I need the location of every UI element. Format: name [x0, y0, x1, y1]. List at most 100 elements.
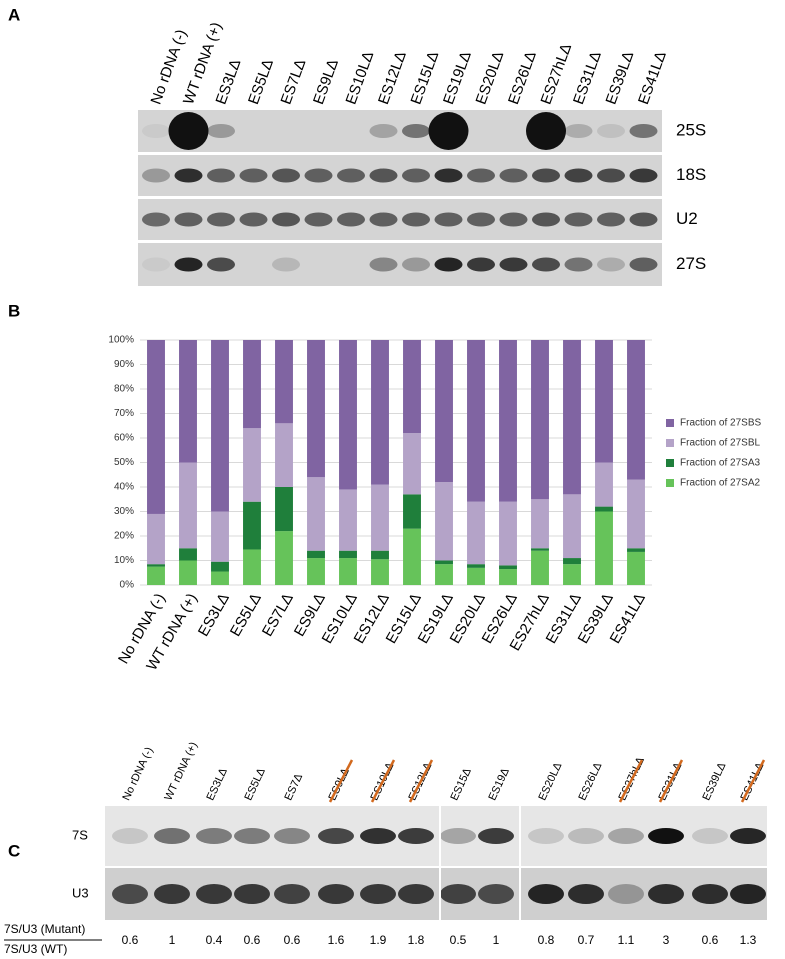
band: [174, 212, 203, 227]
band: [608, 884, 644, 904]
lane-label: WT rDNA (+): [162, 740, 200, 802]
ratio-numerator: 7S/U3 (Mutant): [4, 922, 85, 936]
band: [304, 212, 333, 227]
blot: [138, 110, 662, 152]
bar-segment: [499, 569, 517, 585]
bar-segment: [467, 564, 485, 568]
legend-label: Fraction of 27SBS: [680, 418, 761, 429]
band: [142, 212, 170, 227]
y-tick-label: 80%: [114, 384, 134, 395]
band: [467, 257, 495, 272]
band: [272, 257, 300, 272]
bar-segment: [627, 479, 645, 549]
slash: [408, 759, 434, 803]
lane-label: ES12LΔ: [375, 49, 410, 107]
bar-segment: [563, 494, 581, 559]
bar-segment: [403, 494, 421, 529]
bar-segment: [371, 484, 389, 551]
bar-segment: [275, 340, 293, 424]
bar-segment: [467, 501, 485, 565]
ratio-value: 1: [169, 933, 176, 947]
bar-segment: [371, 340, 389, 485]
lane-label: ES7LΔ: [278, 57, 310, 107]
y-tick-label: 40%: [114, 482, 134, 493]
lane-label: ES20LΔ: [536, 760, 564, 802]
band: [629, 124, 658, 138]
band: [428, 112, 469, 150]
ratio-value: 0.4: [206, 933, 223, 947]
band: [207, 212, 235, 227]
bar-segment: [595, 340, 613, 463]
bar-segment: [243, 549, 261, 585]
lane-label: ES39LΔ: [603, 49, 638, 107]
bar-segment: [179, 340, 197, 463]
bar-segment: [531, 499, 549, 549]
band: [692, 828, 728, 844]
bar-segment: [147, 340, 165, 514]
bar-segment: [403, 340, 421, 434]
legend-swatch: [666, 479, 674, 487]
lane-label: ES26LΔ: [505, 49, 540, 107]
bar-segment: [403, 528, 421, 585]
bar-segment: [499, 501, 517, 566]
ratio-value: 0.6: [284, 933, 301, 947]
band: [369, 212, 398, 227]
band: [564, 168, 593, 183]
band: [440, 828, 476, 844]
band: [398, 828, 434, 844]
band: [608, 828, 644, 844]
panel-label: B: [8, 301, 20, 320]
bar-segment: [243, 501, 261, 550]
ratio-value: 0.6: [244, 933, 261, 947]
row-label: 25S: [676, 120, 706, 139]
band: [478, 884, 514, 904]
bar-segment: [339, 550, 357, 559]
bar-segment: [467, 567, 485, 585]
band: [564, 124, 593, 138]
y-tick-label: 0%: [120, 580, 135, 591]
bar-segment: [243, 340, 261, 429]
panel-label: C: [8, 841, 20, 860]
band: [648, 828, 684, 844]
legend-swatch: [666, 459, 674, 467]
band: [239, 168, 268, 183]
bar-segment: [531, 550, 549, 585]
lane-label: ES15Δ: [448, 766, 474, 803]
ratio-value: 1.3: [740, 933, 757, 947]
bar-segment: [147, 566, 165, 585]
legend-swatch: [666, 419, 674, 427]
band: [434, 212, 463, 227]
band: [274, 884, 310, 904]
band: [467, 168, 495, 183]
bar-segment: [595, 462, 613, 507]
lane-label: ES5LΔ: [242, 766, 268, 803]
band: [234, 828, 270, 844]
band: [402, 212, 430, 227]
ratio-value: 0.6: [702, 933, 719, 947]
band: [434, 168, 463, 183]
band: [337, 212, 365, 227]
lane-label: ES19LΔ: [440, 49, 475, 107]
bar-segment: [435, 340, 453, 483]
slash: [370, 759, 396, 803]
band: [564, 212, 593, 227]
slash: [658, 759, 684, 803]
lane-label: ES20LΔ: [473, 49, 508, 107]
band: [207, 168, 235, 183]
ratio-value: 3: [663, 933, 670, 947]
row-label: U3: [72, 885, 89, 900]
band: [318, 828, 354, 844]
ratio-value: 1.9: [370, 933, 387, 947]
bar-segment: [275, 531, 293, 585]
row-label: U2: [676, 209, 698, 228]
band: [434, 257, 463, 272]
band: [274, 828, 310, 844]
lane-label: No rDNA (-): [120, 745, 155, 802]
band: [196, 884, 232, 904]
bar-segment: [531, 548, 549, 551]
band: [207, 257, 235, 272]
bar-segment: [499, 340, 517, 502]
band: [402, 257, 430, 272]
bar-segment: [435, 564, 453, 585]
band: [142, 124, 170, 138]
